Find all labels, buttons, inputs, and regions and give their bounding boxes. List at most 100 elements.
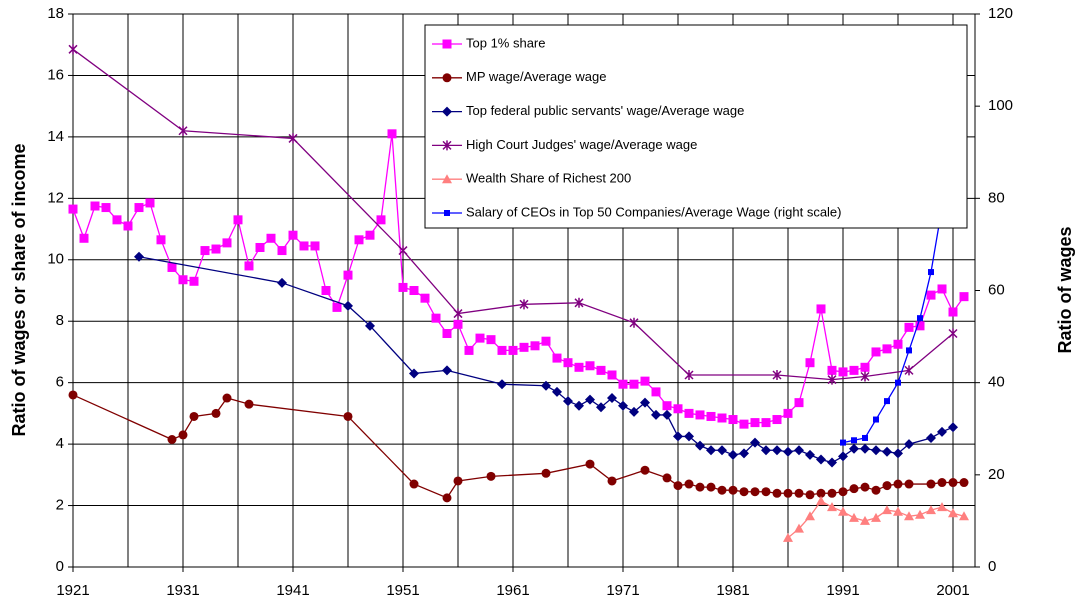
marker [827, 374, 837, 385]
marker [277, 277, 287, 288]
marker [255, 242, 265, 252]
marker [662, 409, 672, 420]
marker [563, 358, 573, 368]
legend-marker [442, 174, 452, 184]
marker [90, 201, 100, 211]
marker [68, 44, 78, 55]
marker [453, 319, 463, 329]
marker [442, 365, 452, 376]
marker [332, 302, 342, 312]
marker [288, 133, 298, 144]
marker [585, 394, 595, 405]
x-tick-label: 1931 [166, 582, 199, 599]
marker [851, 437, 857, 444]
marker [442, 493, 452, 503]
marker [794, 523, 804, 533]
marker [717, 485, 727, 495]
marker [453, 308, 463, 319]
marker [904, 511, 914, 521]
marker [783, 532, 793, 542]
marker [464, 345, 474, 355]
series [134, 251, 958, 468]
marker [838, 487, 848, 497]
marker [651, 387, 661, 397]
marker [222, 238, 232, 248]
marker [860, 371, 870, 382]
legend-marker [442, 106, 452, 117]
x-tick-label: 2001 [936, 582, 969, 599]
legend-text: High Court Judges' wage/Average wage [466, 137, 697, 152]
marker [453, 476, 463, 486]
marker [871, 445, 881, 456]
marker [948, 478, 958, 488]
marker [893, 339, 903, 349]
marker [68, 390, 78, 400]
marker [750, 437, 760, 448]
marker [838, 451, 848, 462]
x-tick-label: 1921 [56, 582, 89, 599]
marker [574, 297, 584, 308]
marker [420, 293, 430, 303]
marker [893, 506, 903, 516]
marker [530, 341, 540, 351]
marker [662, 473, 672, 483]
marker [838, 367, 848, 377]
marker [772, 488, 782, 498]
marker [772, 445, 782, 456]
marker [827, 488, 837, 498]
marker [409, 368, 419, 379]
marker [277, 246, 287, 256]
marker [244, 261, 254, 271]
marker [695, 440, 705, 451]
marker [915, 321, 925, 331]
marker [68, 204, 78, 214]
marker [860, 515, 870, 525]
marker [607, 476, 617, 486]
marker [585, 361, 595, 371]
marker [519, 299, 529, 310]
marker [585, 459, 595, 469]
marker [928, 269, 934, 276]
y2-tick-label: 60 [988, 281, 1005, 298]
marker [123, 221, 133, 231]
y2-tick-label: 20 [988, 466, 1005, 483]
marker [926, 505, 936, 515]
marker [299, 241, 309, 251]
y-axis-title: Ratio of wages or share of income [9, 143, 29, 436]
marker [684, 431, 694, 442]
series [68, 44, 958, 385]
marker [849, 512, 859, 522]
marker [917, 315, 923, 322]
marker [717, 445, 727, 456]
marker [178, 125, 188, 136]
y2-tick-label: 40 [988, 374, 1005, 391]
marker [906, 347, 912, 354]
marker [343, 300, 353, 311]
marker [862, 434, 868, 441]
marker [640, 465, 650, 475]
marker [398, 245, 408, 256]
legend-marker [442, 39, 452, 49]
marker [739, 487, 749, 497]
marker [167, 262, 177, 272]
marker [893, 479, 903, 489]
marker [607, 370, 617, 380]
marker [508, 345, 518, 355]
marker [772, 369, 782, 380]
y2-tick-label: 80 [988, 189, 1005, 206]
marker [541, 380, 551, 391]
marker [882, 344, 892, 354]
marker [904, 439, 914, 450]
series [68, 129, 969, 429]
marker [728, 415, 738, 425]
legend-marker [442, 73, 452, 83]
marker [475, 333, 485, 343]
marker [673, 404, 683, 414]
marker [706, 445, 716, 456]
marker [882, 446, 892, 457]
legend-marker [444, 210, 450, 216]
series [68, 390, 969, 503]
marker [728, 485, 738, 495]
legend-text: Top 1% share [466, 35, 546, 50]
